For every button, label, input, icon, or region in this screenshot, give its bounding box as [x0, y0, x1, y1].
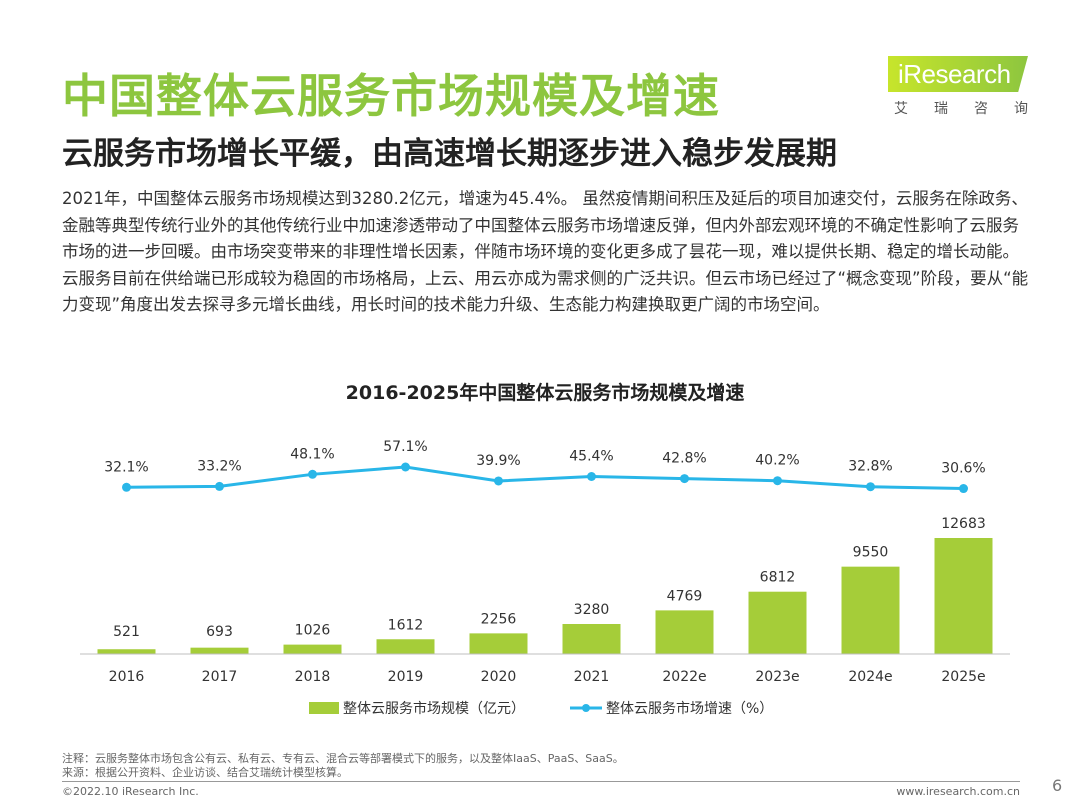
legend-line-marker	[582, 704, 590, 712]
x-tick-label: 2021	[574, 669, 610, 685]
chart-legend: 整体云服务市场规模（亿元） 整体云服务市场增速（%）	[309, 700, 773, 717]
bar	[469, 633, 528, 654]
growth-point	[215, 481, 224, 491]
bar	[190, 647, 249, 654]
x-tick-label: 2019	[388, 669, 424, 685]
x-tick-label: 2024e	[848, 669, 892, 685]
page-subtitle: 云服务市场增长平缓，由高速增长期逐步进入稳步发展期	[62, 136, 837, 172]
bar-value-label: 1612	[388, 617, 424, 633]
growth-point	[494, 476, 503, 486]
footnote-note: 注释：云服务整体市场包含公有云、私有云、专有云、混合云等部署模式下的服务，以及整…	[62, 752, 624, 765]
bar	[97, 649, 156, 654]
growth-value-label: 39.9%	[476, 453, 520, 469]
bar	[562, 624, 621, 654]
growth-value-label: 32.8%	[848, 459, 892, 475]
chart-title: 2016-2025年中国整体云服务市场规模及增速	[346, 381, 745, 404]
growth-point	[959, 484, 968, 494]
logo-char: 询	[1014, 101, 1028, 117]
logo-char: 瑞	[934, 101, 948, 117]
bar-value-label: 4769	[667, 588, 703, 604]
bar-value-label: 6812	[760, 570, 796, 586]
growth-line	[126, 465, 964, 491]
bar	[934, 538, 993, 654]
legend-line-label: 整体云服务市场增速（%）	[606, 700, 773, 717]
x-tick-label: 2016	[109, 669, 145, 685]
footnote-source: 来源：根据公开资料、企业访谈、结合艾瑞统计模型核算。	[62, 766, 348, 779]
bar-value-label: 9550	[853, 545, 889, 561]
logo-brand: iResearch	[898, 59, 1011, 89]
logo-char: 咨	[974, 101, 988, 117]
growth-value-label: 45.4%	[569, 448, 613, 464]
logo-chinese-name: 艾 瑞 咨 询	[894, 98, 1028, 118]
x-tick-label: 2018	[295, 669, 331, 685]
growth-point	[773, 476, 782, 486]
growth-point	[122, 482, 131, 492]
legend-bar-swatch	[309, 702, 339, 714]
iresearch-logo: iResearch 艾 瑞 咨 询	[888, 56, 1028, 120]
growth-point	[866, 482, 875, 492]
bar	[655, 610, 714, 654]
growth-value-label: 57.1%	[383, 439, 427, 455]
growth-value-label: 40.2%	[755, 453, 799, 469]
bar-value-label: 693	[206, 624, 233, 640]
bar	[748, 591, 807, 654]
growth-value-label: 33.2%	[197, 458, 241, 474]
body-paragraph: 2021年，中国整体云服务市场规模达到3280.2亿元，增速为45.4%。 虽然…	[62, 189, 1029, 314]
growth-point	[680, 474, 689, 484]
growth-point	[308, 469, 317, 479]
x-tick-label: 2025e	[941, 669, 985, 685]
logo-char: 艾	[894, 101, 908, 117]
legend-bar-label: 整体云服务市场规模（亿元）	[343, 700, 525, 717]
footer-divider	[62, 781, 1020, 782]
bar-value-label: 3280	[574, 602, 610, 618]
page-title: 中国整体云服务市场规模及增速	[62, 69, 720, 123]
x-tick-label: 2022e	[662, 669, 706, 685]
x-tick-label: 2023e	[755, 669, 799, 685]
bar-layer: 521 693 1026 1612 2256 3280 4769 6812 9550 12683	[97, 516, 993, 654]
page-number: 6	[1052, 776, 1063, 795]
bar-value-label: 2256	[481, 611, 517, 627]
growth-point	[587, 471, 596, 481]
growth-line-layer: 32.1% 33.2% 48.1% 57.1% 39.9% 45.4% 42.8% 40.2%…	[104, 439, 986, 494]
bar	[841, 566, 900, 654]
bar	[376, 639, 435, 654]
growth-value-label: 48.1%	[290, 446, 334, 462]
x-tick-label: 2017	[202, 669, 238, 685]
logo-badge	[888, 56, 1028, 92]
bar-value-label: 521	[113, 624, 140, 640]
footnote: 注释：云服务整体市场包含公有云、私有云、专有云、混合云等部署模式下的服务，以及整…	[62, 752, 624, 780]
growth-point	[401, 462, 410, 472]
growth-value-label: 30.6%	[941, 461, 985, 477]
market-chart: 2016-2025年中国整体云服务市场规模及增速 32.1% 33.2% 48.1%…	[80, 381, 1010, 717]
footer-copyright: ©2022.10 iResearch Inc.	[62, 785, 199, 798]
growth-value-label: 32.1%	[104, 459, 148, 475]
footer-website[interactable]: www.iresearch.com.cn	[896, 785, 1020, 798]
growth-value-label: 42.8%	[662, 451, 706, 467]
bar-value-label: 12683	[941, 516, 986, 532]
bar	[283, 644, 342, 654]
x-tick-layer: 2016 2017 2018 2019 2020 2021 2022e 2023e 2024e 2…	[109, 669, 986, 685]
bar-value-label: 1026	[295, 623, 331, 639]
x-tick-label: 2020	[481, 669, 517, 685]
